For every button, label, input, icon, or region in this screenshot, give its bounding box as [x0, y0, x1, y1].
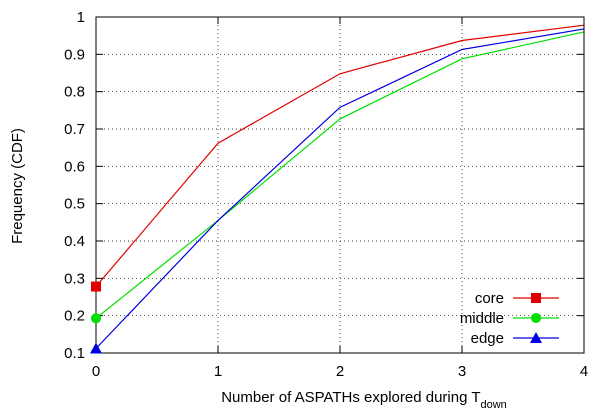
series-lines — [95, 24, 585, 349]
x-axis-label-main: Number of ASPATHs explored during T — [221, 389, 480, 406]
legend-label-core: core — [475, 290, 504, 307]
y-axis-label: Frequency (CDF) — [9, 128, 26, 244]
y-tick-label: 0.1 — [64, 345, 85, 362]
x-axis-label-subscript: down — [481, 399, 507, 411]
series-line-edge — [95, 28, 585, 349]
tick-labels: 0.1 0.2 0.3 0.4 0.5 0.6 0.7 0.8 0.9 1 0 1 2 3 4 — [64, 9, 588, 380]
y-tick-label: 0.9 — [64, 46, 85, 63]
legend: core middle edge — [460, 290, 559, 347]
legend-marker-core — [531, 293, 541, 303]
legend-label-middle: middle — [460, 310, 504, 327]
x-tick-label: 4 — [580, 363, 588, 380]
series-line-middle — [95, 31, 585, 319]
y-tick-label: 0.2 — [64, 308, 85, 325]
y-tick-label: 0.8 — [64, 84, 85, 101]
plot-frame — [95, 16, 585, 354]
data-markers — [90, 281, 102, 354]
x-tick-label: 0 — [92, 363, 100, 380]
data-marker-edge — [90, 342, 102, 354]
x-tick-label: 1 — [214, 363, 222, 380]
data-marker-middle — [91, 313, 101, 324]
y-tick-label: 0.6 — [64, 158, 85, 175]
y-tick-label: 0.4 — [64, 233, 85, 250]
y-tick-label: 1 — [77, 9, 85, 26]
y-tick-label: 0.7 — [64, 121, 85, 138]
data-marker-core — [91, 281, 101, 292]
x-tick-label: 3 — [458, 363, 466, 380]
y-tick-label: 0.5 — [64, 196, 85, 213]
legend-label-edge: edge — [471, 330, 504, 347]
x-tick-label: 2 — [336, 363, 344, 380]
series-line-core — [95, 24, 585, 287]
gridlines — [96, 17, 584, 353]
legend-marker-middle — [531, 313, 541, 323]
y-tick-label: 0.3 — [64, 270, 85, 287]
x-axis-label: Number of ASPATHs explored during Tdown — [221, 389, 507, 411]
legend-marker-edge — [530, 332, 542, 343]
